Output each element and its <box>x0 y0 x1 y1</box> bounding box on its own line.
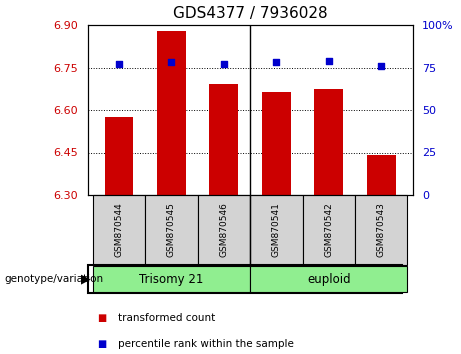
Text: GSM870543: GSM870543 <box>377 202 386 257</box>
Text: GSM870541: GSM870541 <box>272 202 281 257</box>
Bar <box>145 195 198 265</box>
Text: ■: ■ <box>97 313 106 323</box>
Bar <box>105 117 133 195</box>
Text: ■: ■ <box>97 339 106 349</box>
Text: Trisomy 21: Trisomy 21 <box>139 273 204 285</box>
Text: euploid: euploid <box>307 273 350 285</box>
Bar <box>367 155 396 195</box>
Text: ▶: ▶ <box>81 273 90 285</box>
Text: GSM870546: GSM870546 <box>219 202 228 257</box>
Bar <box>198 195 250 265</box>
Bar <box>355 195 408 265</box>
Point <box>272 59 280 65</box>
Bar <box>314 89 343 195</box>
Bar <box>302 195 355 265</box>
Bar <box>157 31 186 195</box>
Point <box>220 61 228 67</box>
Text: transformed count: transformed count <box>118 313 215 323</box>
Text: genotype/variation: genotype/variation <box>5 274 104 284</box>
Text: GSM870542: GSM870542 <box>324 202 333 257</box>
Bar <box>250 267 408 292</box>
Point <box>168 59 175 65</box>
Bar <box>93 195 145 265</box>
Point <box>325 58 332 63</box>
Bar <box>250 195 302 265</box>
Title: GDS4377 / 7936028: GDS4377 / 7936028 <box>173 6 327 21</box>
Point <box>115 61 123 67</box>
Bar <box>262 92 291 195</box>
Bar <box>93 267 250 292</box>
Text: GSM870544: GSM870544 <box>114 202 124 257</box>
Text: GSM870545: GSM870545 <box>167 202 176 257</box>
Point <box>378 63 385 69</box>
Bar <box>209 85 238 195</box>
Text: percentile rank within the sample: percentile rank within the sample <box>118 339 294 349</box>
